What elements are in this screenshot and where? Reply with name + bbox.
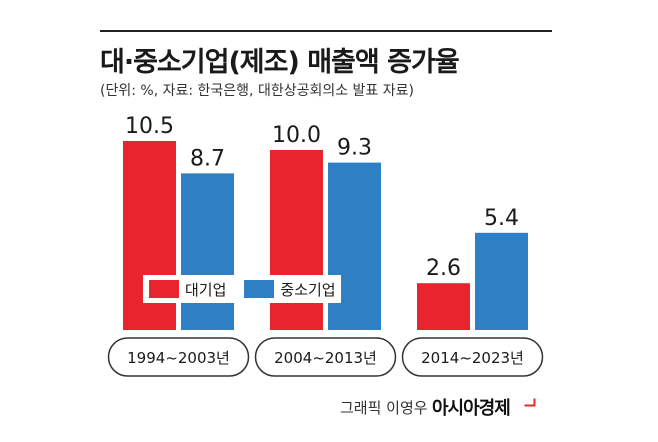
chart-title: 대·중소기업(제조) 매출액 증가율 <box>100 47 460 78</box>
bar-sme-3 <box>475 232 528 330</box>
category-label-1: 1994~2003년 <box>127 349 230 367</box>
value-label-sme-3: 5.4 <box>484 206 519 231</box>
category-pill-2 <box>254 337 397 377</box>
title-rule <box>100 30 552 32</box>
value-label-sme-1: 8.7 <box>190 146 225 171</box>
legend-label-large: 대기업 <box>185 280 227 299</box>
bar-large-2 <box>270 150 323 330</box>
legend-item-large: 대기업 <box>143 279 226 300</box>
brand-mark-icon <box>524 398 536 407</box>
chart-subtitle: (단위: %, 자료: 한국은행, 대한상공회의소 발표 자료) <box>100 83 414 99</box>
value-label-sme-2: 9.3 <box>337 136 372 161</box>
category-pill-3 <box>401 337 544 377</box>
category-label-2: 2004~2013년 <box>274 349 377 367</box>
category-label-3: 2014~2023년 <box>421 349 524 367</box>
legend-swatch-sme <box>244 280 275 298</box>
bar-sme-1 <box>181 173 234 330</box>
value-label-large-2: 10.0 <box>272 123 321 148</box>
brand-logo: 아시아경제 <box>432 398 511 419</box>
legend: 대기업 중소기업 <box>143 275 341 303</box>
bar-large-3 <box>417 283 470 330</box>
value-label-large-1: 10.5 <box>125 114 174 139</box>
category-pill-1 <box>107 337 250 377</box>
legend-label-sme: 중소기업 <box>280 280 336 299</box>
legend-swatch-large <box>149 280 179 298</box>
legend-item-sme: 중소기업 <box>238 279 336 300</box>
graphic-credit: 그래픽 이영우 <box>340 399 428 417</box>
value-label-large-3: 2.6 <box>426 256 461 281</box>
bar-sme-2 <box>328 162 381 330</box>
